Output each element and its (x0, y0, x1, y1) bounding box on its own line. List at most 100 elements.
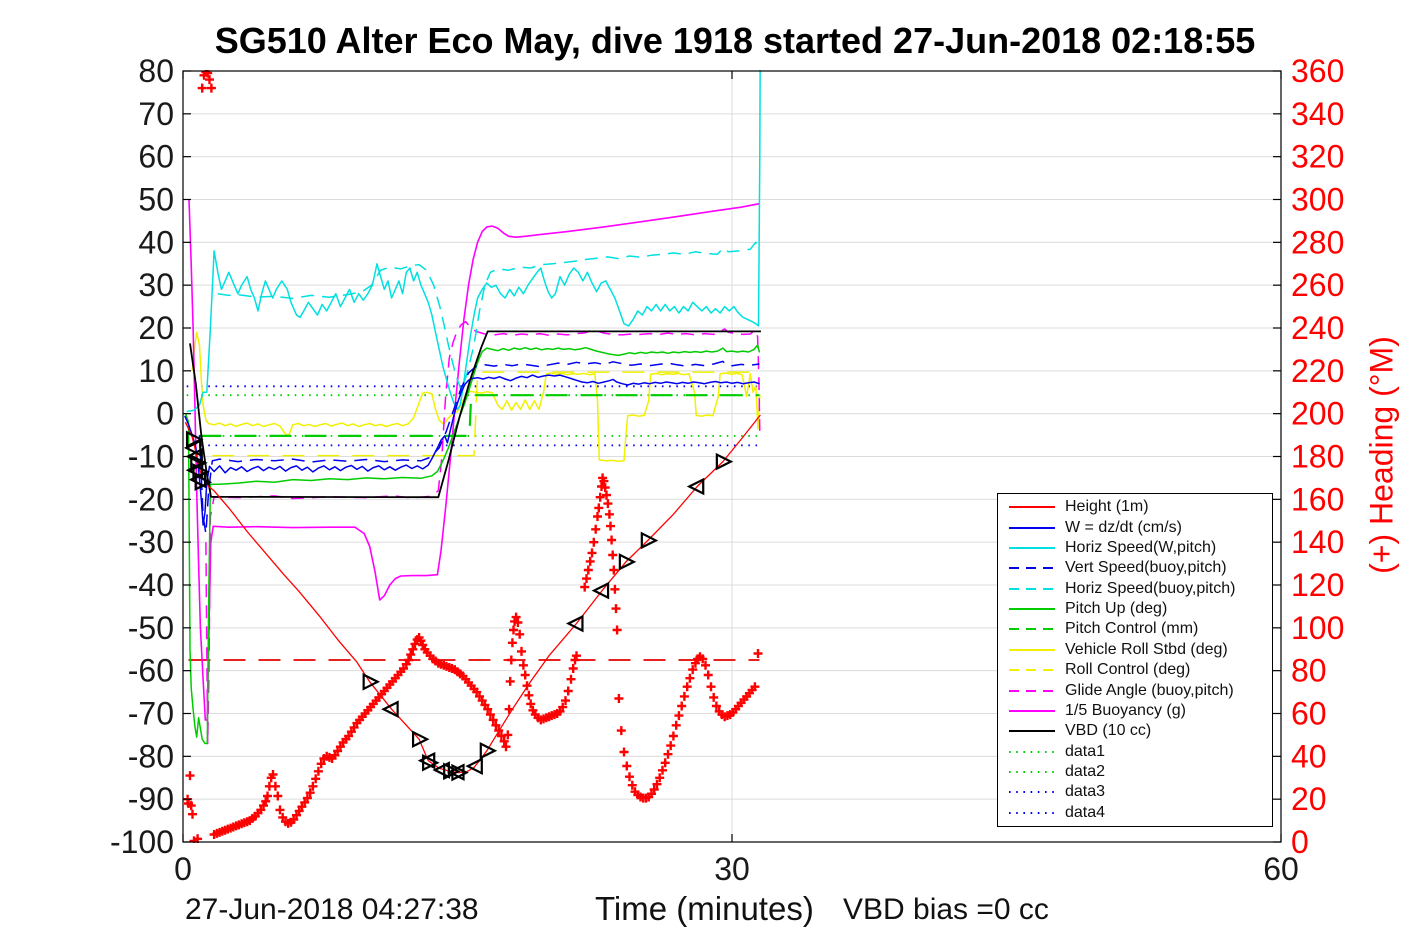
right-tick-label: 200 (1291, 396, 1344, 432)
legend-label: Horiz Speed(buoy,pitch) (1065, 579, 1236, 597)
legend-swatch-solid (1009, 648, 1055, 651)
right-tick-label: 120 (1291, 567, 1344, 603)
legend-swatch-solid (1009, 546, 1055, 549)
legend-label: Pitch Up (deg) (1065, 600, 1168, 618)
left-tick-label: -90 (128, 781, 174, 817)
right-axis-label: (+) Heading (°M) (1363, 336, 1400, 574)
legend-item-w-dz-dt-cm-s: W = dz/dt (cm/s) (1008, 518, 1272, 537)
legend-item-roll-control-deg: Roll Control (deg) (1008, 661, 1272, 680)
series-horiz-speed-w (186, 70, 761, 413)
legend-label: Height (1m) (1065, 498, 1149, 516)
series-pitch-control (199, 394, 760, 437)
legend-label: VBD (10 cc) (1065, 722, 1152, 740)
x-tick-label: 0 (174, 851, 192, 887)
series-vehicle-roll (191, 331, 761, 462)
legend-swatch-solid (1009, 608, 1055, 611)
legend-item-vehicle-roll-stbd-deg: Vehicle Roll Stbd (deg) (1008, 640, 1272, 659)
legend-item-glide-angle-buoy-pitch: Glide Angle (buoy,pitch) (1008, 681, 1272, 700)
legend-label: data3 (1065, 783, 1106, 801)
right-tick-label: 240 (1291, 310, 1344, 346)
right-tick-label: 40 (1291, 738, 1327, 774)
left-tick-label: -100 (110, 824, 174, 860)
x-axis-label: Time (minutes) (595, 890, 814, 927)
legend-swatch-solid (1009, 709, 1055, 712)
legend-swatch-dot (1009, 791, 1055, 794)
right-tick-label: 220 (1291, 353, 1344, 389)
left-tick-label: -20 (128, 481, 174, 517)
left-tick-label: 40 (138, 224, 174, 260)
right-tick-label: 360 (1291, 53, 1344, 89)
legend-swatch-dash (1009, 689, 1055, 692)
legend-item-pitch-up-deg: Pitch Up (deg) (1008, 600, 1272, 619)
legend-label: Vert Speed(buoy,pitch) (1065, 559, 1227, 577)
right-tick-label: 100 (1291, 610, 1344, 646)
series-horiz-speed-buoy (217, 241, 761, 391)
legend-swatch-solid (1009, 506, 1055, 509)
right-tick-label: 320 (1291, 139, 1344, 175)
legend-item-data1: data1 (1008, 742, 1272, 761)
legend-swatch-dash (1009, 628, 1055, 631)
legend-label: Vehicle Roll Stbd (deg) (1065, 640, 1228, 658)
x-tick-label: 60 (1263, 851, 1299, 887)
left-tick-label: -10 (128, 439, 174, 475)
left-tick-label: -30 (128, 524, 174, 560)
right-tick-label: 280 (1291, 224, 1344, 260)
left-tick-label: 30 (138, 267, 174, 303)
legend-label: Glide Angle (buoy,pitch) (1065, 681, 1234, 699)
legend-swatch-dot (1009, 811, 1055, 814)
series-vbd (189, 330, 761, 499)
legend-item-height-1m: Height (1m) (1008, 498, 1272, 517)
legend-label: Horiz Speed(W,pitch) (1065, 538, 1217, 556)
left-tick-label: -60 (128, 653, 174, 689)
legend-item-horiz-speed-buoy-pitch: Horiz Speed(buoy,pitch) (1008, 579, 1272, 598)
right-tick-label: 20 (1291, 781, 1327, 817)
legend-label: Pitch Control (mm) (1065, 620, 1199, 638)
legend-label: W = dz/dt (cm/s) (1065, 518, 1182, 536)
left-tick-label: 80 (138, 53, 174, 89)
axes-frame: 80706050403020100-10-20-30-40-50-60-70-8… (110, 53, 1344, 887)
legend-swatch-dot (1009, 771, 1055, 774)
left-tick-label: -50 (128, 610, 174, 646)
vbd-bias-text: VBD bias =0 cc (843, 893, 1049, 926)
right-tick-label: 160 (1291, 481, 1344, 517)
left-tick-label: 70 (138, 96, 174, 132)
x-tick-label: 30 (714, 851, 750, 887)
legend-item-data3: data3 (1008, 783, 1272, 802)
left-tick-label: 50 (138, 182, 174, 218)
legend-label: 1/5 Buoyancy (g) (1065, 701, 1186, 719)
right-tick-label: 260 (1291, 267, 1344, 303)
legend-box: Height (1m) W = dz/dt (cm/s) Horiz Speed(W… (997, 493, 1273, 827)
right-tick-label: 300 (1291, 182, 1344, 218)
legend-swatch-dash (1009, 567, 1055, 570)
left-tick-label: -80 (128, 738, 174, 774)
series-w-dzdt (184, 374, 760, 526)
left-tick-label: 20 (138, 310, 174, 346)
page-title: SG510 Alter Eco May, dive 1918 started 2… (214, 20, 1256, 61)
left-tick-label: 10 (138, 353, 174, 389)
data-series (183, 70, 763, 843)
legend-item-vbd-10-cc: VBD (10 cc) (1008, 722, 1272, 741)
right-tick-label: 0 (1291, 824, 1309, 860)
surface-time-text: 27-Jun-2018 04:27:38 (185, 893, 479, 926)
right-tick-label: 340 (1291, 96, 1344, 132)
legend-swatch-solid (1009, 730, 1055, 733)
legend-swatch-dash (1009, 669, 1055, 672)
legend-item-vert-speed-buoy-pitch: Vert Speed(buoy,pitch) (1008, 559, 1272, 578)
legend-label: Roll Control (deg) (1065, 661, 1191, 679)
series-buoyancy (188, 199, 761, 721)
left-tick-label: -40 (128, 567, 174, 603)
series-pitch-up (184, 344, 761, 745)
legend-swatch-dot (1009, 750, 1055, 753)
legend-item-data4: data4 (1008, 803, 1272, 822)
legend-swatch-dash (1009, 587, 1055, 590)
legend-item-data2: data2 (1008, 763, 1272, 782)
left-tick-label: 60 (138, 139, 174, 175)
dive-phase-triangle-markers (183, 430, 734, 782)
right-tick-label: 140 (1291, 524, 1344, 560)
legend-item-1-5-buoyancy-g: 1/5 Buoyancy (g) (1008, 701, 1272, 720)
left-tick-label: -70 (128, 696, 174, 732)
legend-label: data4 (1065, 803, 1106, 821)
left-tick-label: 0 (156, 396, 174, 432)
